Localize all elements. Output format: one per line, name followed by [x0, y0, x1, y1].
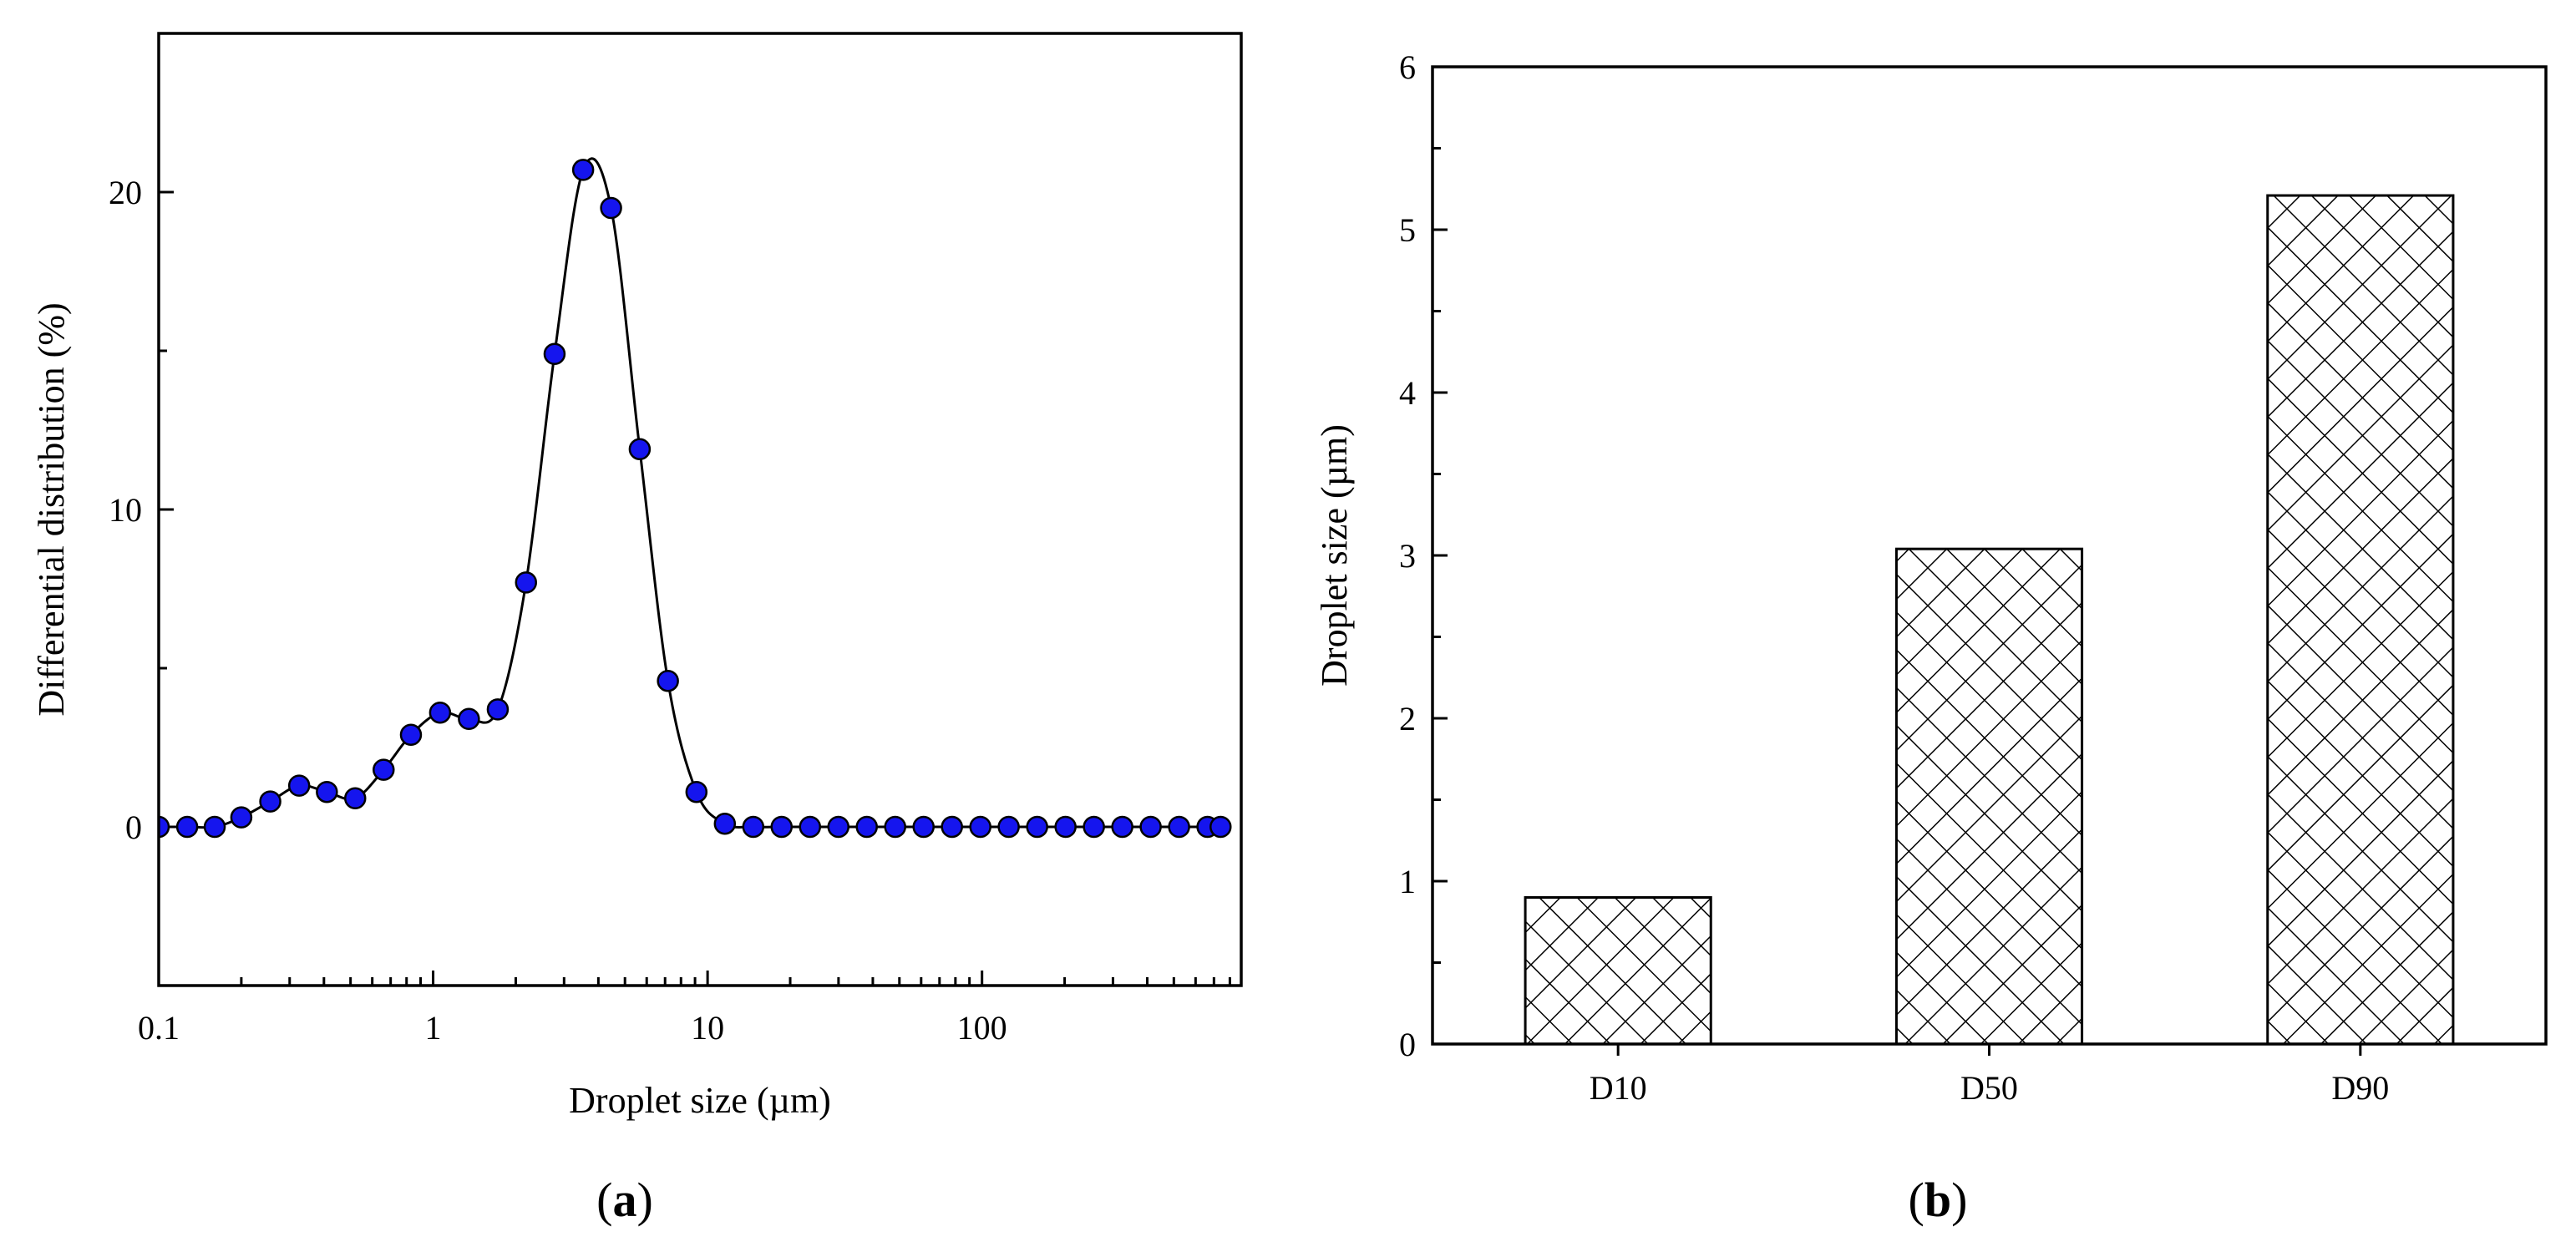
data-point	[1026, 815, 1048, 839]
y-tick-label: 0	[1399, 1026, 1416, 1063]
bar-d50	[1894, 547, 2084, 1046]
data-point	[912, 815, 935, 839]
x-tick-label: 0.1	[138, 1009, 180, 1047]
x-tick-label: 10	[691, 1009, 724, 1047]
panel-b-label: (b)	[1909, 1173, 1968, 1227]
data-point	[1139, 815, 1162, 839]
data-point	[428, 701, 452, 724]
y-tick-label: 4	[1399, 374, 1416, 412]
data-point	[203, 815, 226, 839]
data-point	[159, 815, 170, 839]
y-tick-label: 10	[109, 491, 142, 529]
panel-b-frame	[1431, 65, 2548, 1046]
data-point	[855, 815, 878, 839]
data-point	[259, 790, 281, 813]
data-point	[685, 780, 708, 803]
distribution-curve	[159, 157, 1221, 829]
data-point	[713, 812, 737, 835]
panel-a-xlabel: Droplet size (µm)	[569, 1080, 831, 1121]
data-point	[175, 815, 199, 839]
data-point	[1054, 815, 1077, 839]
y-tick-label: 20	[109, 174, 142, 211]
data-point	[799, 815, 822, 839]
data-point	[230, 806, 253, 829]
data-point	[515, 571, 538, 594]
data-point	[657, 669, 679, 692]
panel-b-ylabel: Droplet size (µm)	[1314, 424, 1355, 687]
data-point	[344, 787, 367, 810]
panel-a-ylabel: Differential distribution (%)	[31, 302, 72, 716]
x-tick-label: 100	[957, 1009, 1007, 1047]
data-point	[316, 780, 338, 803]
x-tick-label: 1	[425, 1009, 442, 1047]
y-tick-label: 0	[125, 808, 142, 846]
data-point	[969, 815, 991, 839]
data-point	[373, 758, 395, 781]
panel-a-frame	[157, 32, 1243, 987]
data-point	[628, 438, 652, 461]
bar-d10	[1524, 896, 1712, 1046]
data-point	[827, 815, 849, 839]
x-category-label: D10	[1590, 1069, 1647, 1107]
y-tick-label: 2	[1399, 700, 1416, 738]
y-tick-label: 6	[1399, 48, 1416, 86]
x-category-label: D90	[2331, 1069, 2389, 1107]
panel-b-chart: 0 1 2 3 4 5 6 D10 D50 D90 Droplet size (µm) (b)	[1314, 48, 2548, 1227]
data-point	[1209, 815, 1232, 839]
data-point	[399, 723, 423, 747]
bar-d90	[2266, 194, 2455, 1046]
data-point	[287, 774, 311, 797]
y-tick-label: 5	[1399, 211, 1416, 249]
data-point	[742, 815, 765, 839]
y-tick-label: 3	[1399, 537, 1416, 575]
data-point	[997, 815, 1020, 839]
data-point	[571, 159, 595, 181]
data-point	[486, 698, 510, 721]
data-point	[884, 815, 906, 839]
data-point	[458, 707, 480, 731]
data-point	[600, 196, 622, 220]
panel-a-label: (a)	[596, 1173, 653, 1227]
data-point	[1168, 815, 1190, 839]
x-category-label: D50	[1960, 1069, 2018, 1107]
y-tick-label: 1	[1399, 863, 1416, 900]
data-point	[770, 815, 793, 839]
data-point	[941, 815, 963, 839]
data-point	[1083, 815, 1105, 839]
data-point	[543, 342, 566, 366]
panel-a-chart: 0.1 1 10 100 0 10 20 Droplet size (µm) Differe…	[31, 32, 1243, 1227]
data-point	[1111, 815, 1133, 839]
